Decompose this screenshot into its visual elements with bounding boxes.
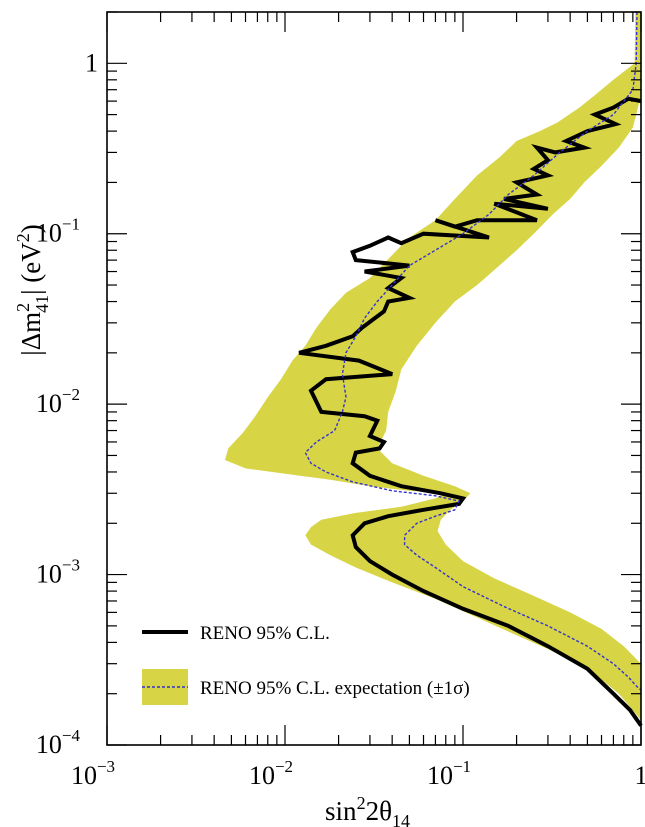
plot-frame — [106, 11, 642, 746]
tick-label-layer: 10−3 10−2 10−1 110−410−310−210−11 — [36, 48, 645, 790]
y-tick-label: 1 — [85, 48, 98, 77]
legend-observed-label: RENO 95% C.L. — [200, 623, 330, 644]
observed-limit-line — [298, 96, 643, 727]
y-axis-title: |Δm241| (eV2) — [13, 224, 52, 355]
x-tick-label: 10−3 — [71, 757, 115, 790]
y-tick-label: 10−4 — [36, 726, 81, 759]
legend-expected-label: RENO 95% C.L. expectation (±1σ) — [200, 678, 470, 699]
expected-sensitivity-line — [304, 11, 642, 691]
series-layer — [298, 11, 643, 727]
legend: RENO 95% C.L. RENO 95% C.L. expectation … — [142, 623, 470, 705]
y-tick-label: 10−3 — [36, 556, 80, 589]
tick-layer — [106, 11, 642, 746]
x-tick-label: 10−1 — [427, 757, 471, 790]
x-tick-label: 10−2 — [249, 757, 293, 790]
y-tick-label: 10−1 — [36, 215, 80, 248]
x-tick-label: 1 — [635, 761, 645, 790]
y-tick-label: 10−2 — [36, 385, 80, 418]
x-axis-title: sin22θ14 — [325, 793, 410, 827]
